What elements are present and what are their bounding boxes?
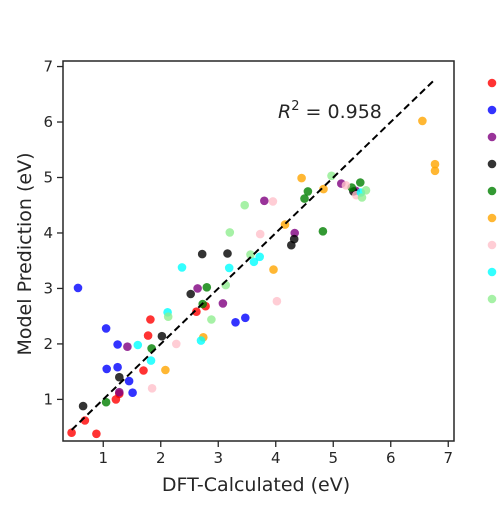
- data-point: [225, 264, 234, 273]
- legend-marker: [488, 133, 497, 142]
- data-point: [161, 366, 170, 375]
- data-point: [203, 283, 212, 292]
- data-point: [356, 178, 365, 187]
- r-squared-exponent: 2: [291, 99, 299, 114]
- x-tick-label: 7: [443, 449, 453, 467]
- r-squared-symbol: R: [278, 101, 291, 123]
- data-point: [255, 252, 264, 261]
- y-tick-label: 1: [43, 390, 53, 408]
- data-point: [193, 284, 202, 293]
- data-point: [186, 290, 195, 299]
- legend-marker: [488, 241, 497, 250]
- r-squared-annotation: R2 = 0.958: [278, 99, 382, 123]
- data-point: [290, 235, 299, 244]
- data-point: [134, 341, 143, 350]
- data-point: [79, 402, 88, 411]
- data-point: [269, 265, 278, 274]
- legend-marker: [488, 79, 497, 88]
- data-point: [158, 332, 167, 341]
- y-tick-label: 3: [43, 279, 53, 297]
- legend-marker: [488, 268, 497, 277]
- data-point: [219, 299, 228, 308]
- x-tick-label: 4: [271, 449, 281, 467]
- x-tick-label: 1: [98, 449, 108, 467]
- data-point: [226, 228, 235, 237]
- reference-line-layer: [72, 80, 434, 429]
- data-point: [146, 315, 155, 324]
- data-point: [102, 365, 111, 374]
- legend-marker: [488, 106, 497, 115]
- data-point: [269, 197, 278, 206]
- data-point: [164, 312, 173, 321]
- data-point: [148, 384, 157, 393]
- data-point: [358, 193, 367, 202]
- data-point: [362, 186, 371, 195]
- data-point: [273, 297, 282, 306]
- data-point: [241, 314, 250, 323]
- data-point: [198, 250, 207, 259]
- data-point: [139, 366, 148, 375]
- data-point: [92, 430, 101, 439]
- legend-marker: [488, 160, 497, 169]
- data-point: [178, 263, 187, 272]
- x-tick-label: 6: [386, 449, 396, 467]
- data-point: [231, 318, 240, 327]
- y-tick-label: 6: [43, 113, 53, 131]
- data-point: [125, 377, 134, 386]
- legend-marker: [488, 295, 497, 304]
- data-point: [197, 336, 206, 345]
- y-tick-label: 4: [43, 224, 53, 242]
- x-tick-label: 2: [156, 449, 166, 467]
- data-point: [123, 342, 132, 351]
- r-squared-value: = 0.958: [299, 101, 381, 123]
- data-point: [172, 340, 181, 349]
- y-tick-label: 5: [43, 168, 53, 186]
- data-point: [113, 363, 122, 372]
- data-point: [102, 398, 111, 407]
- data-point: [102, 324, 111, 333]
- x-tick-label: 5: [328, 449, 338, 467]
- data-point: [319, 227, 328, 236]
- data-point: [342, 181, 351, 190]
- legend-marker: [488, 214, 497, 223]
- data-point: [144, 331, 153, 340]
- data-point: [260, 197, 269, 206]
- reference-line: [72, 80, 434, 429]
- data-point: [128, 388, 137, 397]
- y-tick-label: 7: [43, 58, 53, 76]
- data-point: [304, 187, 313, 196]
- y-tick-label: 2: [43, 335, 53, 353]
- data-point: [223, 249, 232, 258]
- data-point: [297, 174, 306, 183]
- data-point: [418, 117, 427, 126]
- data-point: [256, 230, 265, 239]
- x-axis-label: DFT-Calculated (eV): [162, 474, 350, 496]
- legend: [488, 79, 497, 304]
- data-point: [113, 340, 122, 349]
- data-point: [207, 315, 216, 324]
- data-point: [115, 388, 124, 397]
- points-layer: [67, 117, 439, 439]
- legend-marker: [488, 187, 497, 196]
- y-axis-label: Model Prediction (eV): [14, 152, 36, 355]
- x-tick-label: 3: [213, 449, 223, 467]
- data-point: [74, 284, 83, 293]
- data-point: [431, 167, 440, 176]
- data-point: [240, 201, 249, 210]
